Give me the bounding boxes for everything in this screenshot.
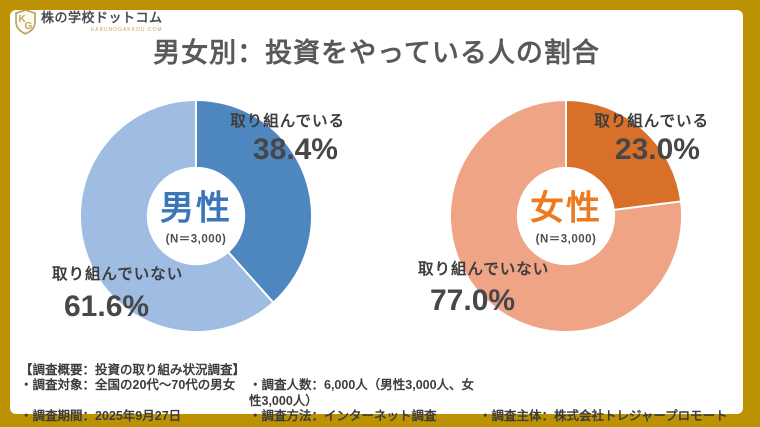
male-center-label: 男性 (N＝3,000) [111,192,281,247]
survey-method: ・調査方法：インターネット調査 [249,409,437,423]
svg-text:G: G [25,21,33,32]
female-sample-size: (N＝3,000) [535,233,597,246]
survey-overview-row: ・調査期間：2025年9月27日 ・調査方法：インターネット調査 ・調査主体：株… [20,409,735,425]
male-donut-chart [79,98,314,333]
female-donut-chart [449,98,683,334]
survey-respondents: ・調査人数：6,000人（男性3,000人、女性3,000人） [249,378,475,408]
page-title: 男女別：投資をやっている人の割合 [153,38,600,68]
brand-name: 株の学校ドットコム [41,10,163,25]
male-sample-size: (N＝3,000) [165,233,227,246]
survey-organizer: ・調査主体：株式会社トレジャープロモート [479,409,728,423]
female-engaged-category-label: 取り組んでいる [594,113,709,130]
male-group-name: 男性 [160,189,232,228]
survey-overview: 【調査概要：投資の取り組み状況調査】 ・調査対象：全国の20代〜70代の男女 ・… [20,362,735,425]
female-engaged-percentage: 23.0% [614,133,700,166]
donut-slice [565,98,683,211]
brand-domain: KABUNOGAKKOU.COM [90,27,163,33]
svg-text:K: K [19,14,27,25]
survey-overview-heading: 【調査概要：投資の取り組み状況調査】 [20,363,246,377]
female-not-engaged-percentage: 77.0% [430,284,516,317]
female-group-name: 女性 [530,189,602,228]
survey-period: ・調査期間：2025年9月27日 [20,409,182,423]
male-not-engaged-category-label: 取り組んでいない [52,266,184,283]
survey-overview-row: ・調査対象：全国の20代〜70代の男女 ・調査人数：6,000人（男性3,000… [20,378,735,409]
donut-slice [449,98,683,334]
male-not-engaged-percentage: 61.6% [64,290,150,323]
survey-target: ・調査対象：全国の20代〜70代の男女 [20,378,236,392]
female-not-engaged-category-label: 取り組んでいない [418,261,550,278]
brand-text: 株の学校ドットコム KABUNOGAKKOU.COM [41,9,163,33]
brand-logo: K G 株の学校ドットコム KABUNOGAKKOU.COM [14,9,163,35]
donut-slice [79,98,275,333]
female-center-label: 女性 (N＝3,000) [481,192,651,247]
donut-slice [195,98,314,304]
male-engaged-percentage: 38.4% [252,133,338,166]
brand-shield-icon: K G [15,9,36,35]
male-engaged-category-label: 取り組んでいる [230,113,345,130]
